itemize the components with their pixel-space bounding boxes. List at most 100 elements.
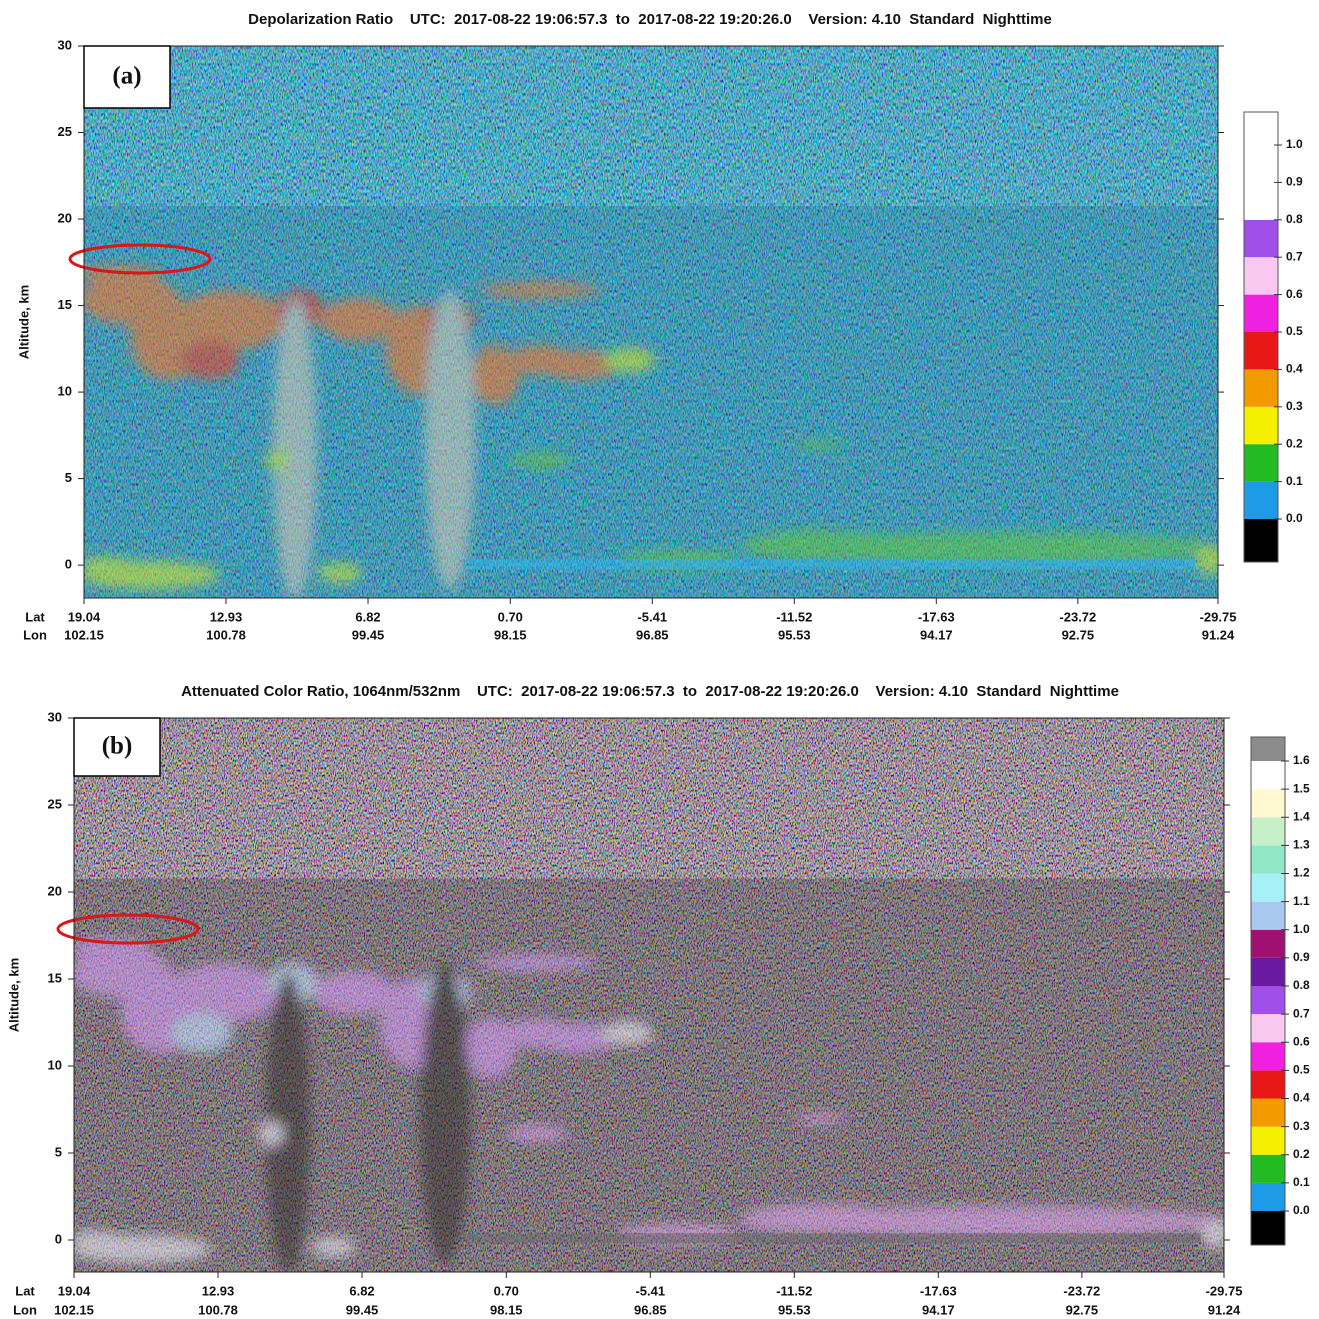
x-tick-label: -11.52 <box>776 609 812 624</box>
colorbar-segment <box>1244 145 1278 183</box>
colorbar-segment <box>1244 219 1278 258</box>
plot-frame <box>73 717 1225 1273</box>
y-tick-label: 0 <box>65 557 72 572</box>
x-tick-label: 0.70 <box>498 609 523 624</box>
x2-tick-label: 95.53 <box>778 627 811 642</box>
x2-tick-label: 95.53 <box>778 1302 811 1317</box>
colorbar-segment <box>1244 257 1278 295</box>
x-tick-label: 0.70 <box>494 1283 519 1298</box>
colorbar-tick-label: 0.6 <box>1293 1034 1310 1048</box>
colorbar-tick-label: 0.7 <box>1293 1006 1310 1020</box>
colorbar-tick-label: 0.5 <box>1286 324 1303 338</box>
colorbar-segment <box>1251 1098 1285 1127</box>
x-tick-label: 12.93 <box>202 1283 235 1298</box>
colorbar-segment <box>1251 845 1285 874</box>
highlight-ring <box>68 243 212 275</box>
x-tick-label: -29.75 <box>1206 1283 1243 1298</box>
colorbar-segment <box>1251 1182 1285 1211</box>
x-tick-label: -23.72 <box>1063 1283 1100 1298</box>
y-tick-label: 20 <box>48 883 62 898</box>
colorbar-tick-label: 1.0 <box>1293 922 1310 936</box>
y-tick-label: 5 <box>65 470 72 485</box>
plot-area <box>84 46 1218 598</box>
colorbar-tick-label: 1.5 <box>1293 781 1310 795</box>
colorbar-segment <box>1244 519 1278 562</box>
colorbar-segment <box>1244 332 1278 370</box>
colorbar-tick-label: 0.9 <box>1286 175 1303 189</box>
y-tick-label: 0 <box>55 1231 62 1246</box>
chart-title: Depolarization Ratio UTC: 2017-08-22 19:… <box>248 11 1052 28</box>
x-axis-label: Lat <box>25 609 45 624</box>
colorbar-tick-label: 1.4 <box>1293 809 1310 823</box>
colorbar-tick-label: 0.6 <box>1286 287 1303 301</box>
colorbar-tick-label: 0.4 <box>1293 1091 1310 1105</box>
colorbar-segment <box>1244 182 1278 220</box>
colorbar-tick-label: 0.0 <box>1293 1203 1310 1217</box>
x2-tick-label: 94.17 <box>920 627 953 642</box>
colorbar-segment <box>1251 957 1285 986</box>
x2-tick-label: 98.15 <box>490 1302 523 1317</box>
colorbar-tick-label: 0.9 <box>1293 950 1310 964</box>
x2-tick-label: 102.15 <box>64 627 104 642</box>
colorbar-tick-label: 0.1 <box>1286 474 1303 488</box>
y-tick-label: 15 <box>58 297 72 312</box>
x-tick-label: 6.82 <box>349 1283 374 1298</box>
colorbar-segment <box>1251 1042 1285 1071</box>
colorbar-tick-label: 0.8 <box>1293 978 1310 992</box>
y-tick-label: 10 <box>58 384 72 399</box>
plot-area <box>74 718 1224 1272</box>
x2-tick-label: 96.85 <box>636 627 669 642</box>
highlight-ring <box>56 913 200 945</box>
colorbar-segment <box>1251 1126 1285 1155</box>
x2-tick-label: 92.75 <box>1062 627 1095 642</box>
x2-tick-label: 98.15 <box>494 627 527 642</box>
colorbar-segment <box>1244 369 1278 407</box>
x2-axis-label: Lon <box>23 627 47 642</box>
colorbar-segment <box>1244 481 1278 519</box>
x2-tick-label: 99.45 <box>352 627 385 642</box>
colorbar-tick-label: 0.5 <box>1293 1063 1310 1077</box>
colorbar-tick-label: 0.0 <box>1286 511 1303 525</box>
y-tick-label: 25 <box>48 796 62 811</box>
x2-axis-label: Lon <box>13 1302 37 1317</box>
colorbar-segment <box>1244 294 1278 332</box>
y-tick-label: 5 <box>55 1144 62 1159</box>
y-tick-label: 20 <box>58 210 72 225</box>
y-tick-label: 30 <box>48 709 62 724</box>
chart-title: Attenuated Color Ratio, 1064nm/532nm UTC… <box>181 683 1119 700</box>
x-tick-label: 12.93 <box>210 609 243 624</box>
y-tick-label: 30 <box>58 37 72 52</box>
colorbar-tick-label: 1.3 <box>1293 838 1310 852</box>
colorbar-tick-label: 0.8 <box>1286 212 1303 226</box>
colorbar-segment <box>1244 112 1278 145</box>
colorbar-tick-label: 1.0 <box>1286 137 1303 151</box>
x2-tick-label: 94.17 <box>922 1302 955 1317</box>
x2-tick-label: 100.78 <box>206 627 246 642</box>
colorbar-segment <box>1251 901 1285 930</box>
colorbar-segment <box>1251 1014 1285 1043</box>
y-tick-label: 10 <box>48 1057 62 1072</box>
speckle <box>74 718 1224 1272</box>
x-tick-label: -29.75 <box>1200 609 1237 624</box>
panel-label-box <box>83 45 171 109</box>
colorbar-segment <box>1244 406 1278 445</box>
x2-tick-label: 91.24 <box>1208 1302 1241 1317</box>
colorbar-tick-label: 0.3 <box>1286 399 1303 413</box>
x2-tick-label: 100.78 <box>198 1302 238 1317</box>
colorbar-tick-label: 0.4 <box>1286 362 1303 376</box>
y-axis-label: Altitude, km <box>16 285 31 359</box>
colorbar-segment <box>1244 444 1278 482</box>
colorbar-segment <box>1251 789 1285 818</box>
colorbar-tick-label: 1.2 <box>1293 866 1310 880</box>
colorbar-tick-label: 0.3 <box>1293 1119 1310 1133</box>
colorbar-segment <box>1251 761 1285 790</box>
colorbar-segment <box>1251 986 1285 1015</box>
x2-tick-label: 92.75 <box>1066 1302 1099 1317</box>
y-axis-label: Altitude, km <box>6 958 21 1032</box>
colorbar-tick-label: 1.6 <box>1293 753 1310 767</box>
y-tick-label: 25 <box>58 124 72 139</box>
x-tick-label: 6.82 <box>355 609 380 624</box>
x-tick-label: -11.52 <box>776 1283 812 1298</box>
x-tick-label: -17.63 <box>918 609 955 624</box>
colorbar-tick-label: 0.7 <box>1286 249 1303 263</box>
